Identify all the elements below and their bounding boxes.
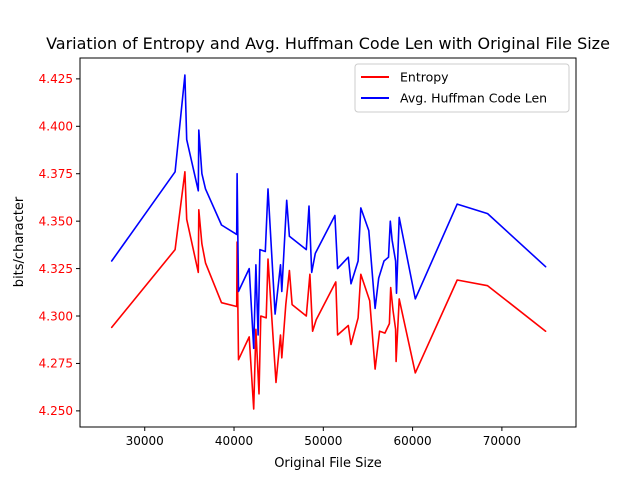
legend-label-entropy: Entropy	[400, 70, 449, 85]
y-tick-label: 4.275	[39, 357, 73, 371]
legend-label-huffman: Avg. Huffman Code Len	[400, 91, 547, 106]
chart-title: Variation of Entropy and Avg. Huffman Co…	[46, 34, 610, 53]
legend-box	[354, 63, 570, 113]
x-tick-label: 40000	[215, 434, 253, 448]
y-tick-label: 4.325	[39, 262, 73, 276]
y-tick-label: 4.250	[39, 404, 73, 418]
axes-frame	[79, 57, 577, 428]
x-axis-label: Original File Size	[274, 456, 382, 471]
x-tick-label: 70000	[483, 434, 521, 448]
series-line-huffman	[110, 74, 547, 350]
x-tick-label: 60000	[394, 434, 432, 448]
y-axis-label: bits/character	[12, 196, 27, 287]
y-tick-label: 4.350	[39, 214, 73, 228]
x-axis-ticks: 30000 40000 50000 60000 70000	[126, 427, 521, 448]
y-tick-label: 4.300	[39, 309, 73, 323]
plot-lines	[110, 74, 547, 410]
y-tick-label: 4.425	[39, 72, 73, 86]
x-tick-label: 50000	[304, 434, 342, 448]
y-tick-label: 4.400	[39, 120, 73, 134]
legend: Entropy Avg. Huffman Code Len	[354, 63, 570, 113]
y-axis-ticks: 4.250 4.275 4.300 4.325 4.350 4.375 4.400 4.425	[39, 72, 80, 418]
series-line-entropy	[110, 171, 547, 410]
y-tick-label: 4.375	[39, 167, 73, 181]
x-tick-label: 30000	[126, 434, 164, 448]
